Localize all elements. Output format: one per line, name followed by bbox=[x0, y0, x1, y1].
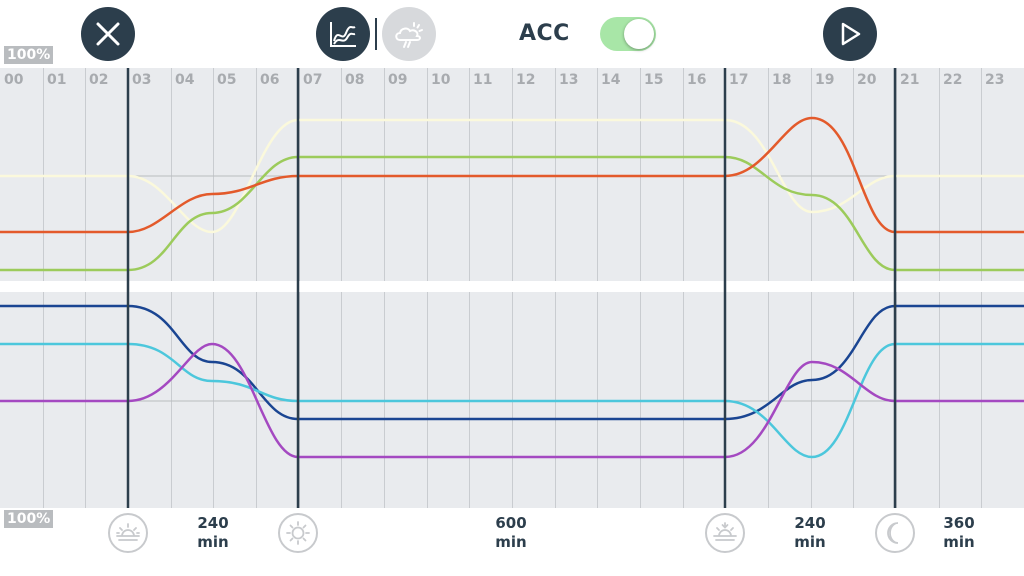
hour-label: 13 bbox=[559, 72, 578, 88]
sunrise-duration: 240 min bbox=[183, 514, 243, 552]
orange-channel-curve bbox=[0, 116, 1024, 234]
hour-label: 18 bbox=[772, 72, 791, 88]
day-duration: 600 min bbox=[481, 514, 541, 552]
hour-label: 08 bbox=[345, 72, 364, 88]
sunrise-duration-value: 240 bbox=[197, 514, 229, 532]
play-button[interactable] bbox=[823, 7, 877, 61]
sunset-duration-value: 240 bbox=[794, 514, 826, 532]
hour-label: 03 bbox=[132, 72, 151, 88]
hour-label: 15 bbox=[644, 72, 663, 88]
sunset-duration: 240 min bbox=[780, 514, 840, 552]
sunrise-icon bbox=[116, 523, 140, 541]
play-icon bbox=[841, 22, 861, 46]
sunset-phase-button[interactable] bbox=[705, 513, 745, 553]
light-green-channel-curve bbox=[0, 155, 1024, 272]
scale-label-bottom: 100% bbox=[4, 510, 54, 528]
hour-label: 14 bbox=[601, 72, 621, 88]
close-button[interactable] bbox=[81, 7, 135, 61]
hour-label: 01 bbox=[47, 72, 66, 88]
cloud-sun-icon bbox=[395, 22, 423, 48]
sunset-icon bbox=[713, 522, 737, 541]
sunrise-duration-unit: min bbox=[197, 533, 229, 551]
weather-button[interactable] bbox=[382, 7, 436, 61]
scale-label-top: 100% bbox=[4, 46, 54, 64]
hour-label: 23 bbox=[985, 72, 1004, 88]
chart-view-button[interactable] bbox=[316, 7, 370, 61]
hour-label: 21 bbox=[900, 72, 919, 88]
close-icon bbox=[96, 22, 120, 46]
schedule-chart: 00 01 02 03 04 05 06 07 08 09 10 11 12 13 14 15 16 17 18 19… bbox=[0, 68, 1024, 508]
night-duration-value: 360 bbox=[943, 514, 975, 532]
hour-label: 20 bbox=[857, 72, 877, 88]
hour-label: 17 bbox=[729, 72, 748, 88]
hour-label: 00 bbox=[4, 72, 24, 88]
acc-label: ACC bbox=[519, 21, 570, 46]
hour-label: 19 bbox=[815, 72, 834, 88]
hour-label: 12 bbox=[516, 72, 535, 88]
hour-label: 06 bbox=[260, 72, 279, 88]
hour-label: 11 bbox=[473, 72, 492, 88]
acc-toggle[interactable] bbox=[600, 17, 656, 51]
cyan-channel-curve bbox=[0, 342, 1024, 459]
sunrise-phase-button[interactable] bbox=[108, 513, 148, 553]
dark-blue-channel-curve bbox=[0, 304, 1024, 421]
hour-label: 07 bbox=[303, 72, 322, 88]
hour-label: 22 bbox=[943, 72, 962, 88]
day-duration-unit: min bbox=[495, 533, 527, 551]
hour-label: 10 bbox=[431, 72, 451, 88]
acc-toggle-knob bbox=[624, 19, 654, 49]
hour-label: 04 bbox=[175, 72, 195, 88]
toolbar-divider bbox=[375, 18, 377, 50]
night-duration-unit: min bbox=[943, 533, 975, 551]
day-duration-value: 600 bbox=[495, 514, 527, 532]
day-phase-button[interactable] bbox=[278, 513, 318, 553]
hour-label: 02 bbox=[89, 72, 108, 88]
hour-label: 09 bbox=[388, 72, 407, 88]
hour-labels: 00 01 02 03 04 05 06 07 08 09 10 11 12 13 14 15 16 17 18 19… bbox=[4, 72, 1004, 88]
sunset-duration-unit: min bbox=[794, 533, 826, 551]
night-phase-button[interactable] bbox=[875, 513, 915, 553]
chart-icon bbox=[330, 22, 356, 47]
moon-icon bbox=[887, 522, 899, 544]
night-duration: 360 min bbox=[929, 514, 989, 552]
sun-icon bbox=[286, 521, 310, 545]
hour-label: 16 bbox=[687, 72, 706, 88]
hour-label: 05 bbox=[217, 72, 236, 88]
